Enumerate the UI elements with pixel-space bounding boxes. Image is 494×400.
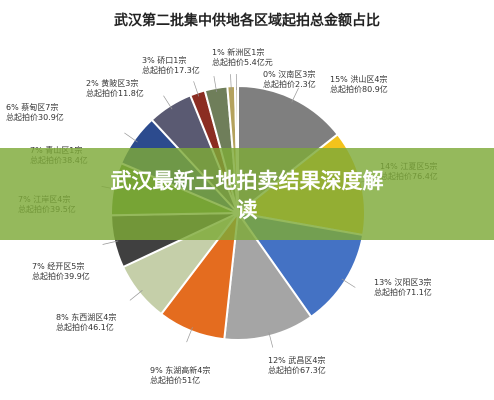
slice-label-line1: 9% 东湖高新4宗 — [150, 366, 211, 375]
slice-label-line2: 总起拍价39.9亿 — [32, 272, 90, 281]
leader-line-5 — [129, 290, 143, 301]
slice-label-line1: 3% 硚口1宗 — [142, 56, 187, 65]
leader-line-12 — [230, 74, 232, 91]
slice-label-line1: 2% 黄陂区3宗 — [86, 79, 139, 88]
banner-title-line-1: 武汉最新土地拍卖结果深度解 — [110, 169, 384, 193]
slice-label-line2: 总起拍价11.8亿 — [86, 89, 144, 98]
slice-label-line2: 总起拍价80.9亿 — [330, 85, 388, 94]
banner-title-line-2: 读 — [236, 198, 258, 222]
slice-label-5: 8% 东西湖区4宗 总起拍价46.1亿 — [56, 313, 116, 333]
slice-label-13: 0% 汉南区3宗 总起拍价2.3亿 — [263, 70, 316, 90]
leader-line-6 — [102, 240, 119, 245]
slice-label-line2: 总起拍价46.1亿 — [56, 323, 114, 332]
slice-label-line2: 总起拍价51亿 — [150, 376, 201, 385]
slice-label-line2: 总起拍价30.9亿 — [6, 113, 64, 122]
slice-label-line1: 13% 汉阳区3宗 — [374, 278, 432, 287]
slice-label-line1: 7% 经开区5宗 — [32, 262, 85, 271]
slice-label-line2: 总起拍价67.3亿 — [268, 366, 326, 375]
leader-line-4 — [186, 327, 193, 343]
slice-label-line1: 1% 新洲区1宗 — [212, 48, 265, 57]
slice-label-3: 12% 武昌区4宗 总起拍价67.3亿 — [268, 356, 326, 376]
leader-line-9 — [163, 95, 173, 110]
slice-label-0: 15% 洪山区4宗 总起拍价80.9亿 — [330, 75, 388, 95]
slice-label-12: 1% 新洲区1宗 总起拍价5.4亿元 — [212, 48, 273, 68]
article-title-banner: 武汉最新土地拍卖结果深度解 读 — [0, 148, 494, 240]
slice-label-9: 6% 蔡甸区7宗 总起拍价30.9亿 — [6, 103, 64, 123]
slice-label-line2: 总起拍价5.4亿元 — [212, 58, 273, 67]
slice-label-line1: 12% 武昌区4宗 — [268, 356, 326, 365]
slice-label-6: 7% 经开区5宗 总起拍价39.9亿 — [32, 262, 90, 282]
slice-label-11: 3% 硚口1宗 总起拍价17.3亿 — [142, 56, 200, 76]
leader-line-2 — [341, 278, 356, 288]
slice-label-line2: 总起拍价71.1亿 — [374, 288, 432, 297]
leader-line-3 — [268, 332, 274, 348]
slice-label-line2: 总起拍价17.3亿 — [142, 66, 200, 75]
slice-label-10: 2% 黄陂区3宗 总起拍价11.8亿 — [86, 79, 144, 99]
leader-line-8 — [124, 132, 138, 143]
leader-line-0 — [291, 87, 299, 103]
slice-label-4: 9% 东湖高新4宗 总起拍价51亿 — [150, 366, 210, 386]
leader-line-10 — [193, 81, 200, 97]
leader-line-11 — [213, 76, 217, 92]
slice-label-line1: 6% 蔡甸区7宗 — [6, 103, 59, 112]
slice-label-line2: 总起拍价2.3亿 — [263, 80, 316, 89]
slice-label-line1: 15% 洪山区4宗 — [330, 75, 388, 84]
slice-label-2: 13% 汉阳区3宗 总起拍价71.1亿 — [374, 278, 432, 298]
chart-title: 武汉第二批集中供地各区域起拍总金额占比 — [114, 13, 380, 29]
slice-label-line1: 8% 东西湖区4宗 — [56, 313, 117, 322]
slice-label-line1: 0% 汉南区3宗 — [263, 70, 316, 79]
